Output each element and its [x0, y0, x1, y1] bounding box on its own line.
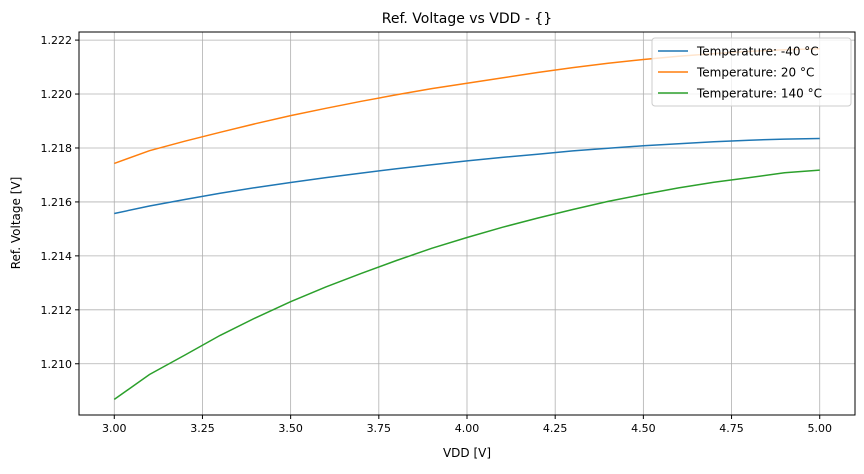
legend-entry: Temperature: 20 °C: [696, 66, 814, 80]
x-axis-label: VDD [V]: [443, 446, 491, 460]
x-axis-ticks: 3.00 3.25 3.50 3.75 4.00 4.25 4.50 4.75 5.00: [102, 415, 832, 435]
legend-entry: Temperature: 140 °C: [696, 87, 822, 101]
x-tick-label: 4.00: [455, 422, 480, 435]
y-axis-ticks: 1.210 1.212 1.214 1.216 1.218 1.220 1.222: [41, 34, 79, 371]
legend: Temperature: -40 °C Temperature: 20 °C Tem…: [651, 37, 852, 107]
x-tick-label: 3.50: [278, 422, 303, 435]
x-tick-label: 3.25: [190, 422, 215, 435]
y-tick-label: 1.220: [41, 88, 73, 101]
y-tick-label: 1.212: [41, 304, 73, 317]
grid: [79, 32, 855, 415]
series-line-0: [114, 137, 820, 215]
chart-title: Ref. Voltage vs VDD - {}: [382, 11, 552, 27]
x-tick-label: 4.75: [719, 422, 744, 435]
legend-entry: Temperature: -40 °C: [696, 45, 819, 59]
y-tick-label: 1.218: [41, 142, 73, 155]
x-tick-label: 3.75: [367, 422, 392, 435]
y-tick-label: 1.216: [41, 196, 73, 209]
series-line-2: [113, 169, 820, 401]
y-tick-label: 1.222: [41, 34, 73, 47]
x-tick-label: 5.00: [807, 422, 832, 435]
y-tick-label: 1.214: [41, 250, 73, 263]
x-tick-label: 3.00: [102, 422, 127, 435]
x-tick-label: 4.25: [543, 422, 568, 435]
x-tick-label: 4.50: [631, 422, 656, 435]
y-tick-label: 1.210: [41, 358, 73, 371]
legend-box: [651, 37, 852, 107]
y-axis-label: Ref. Voltage [V]: [9, 177, 23, 270]
